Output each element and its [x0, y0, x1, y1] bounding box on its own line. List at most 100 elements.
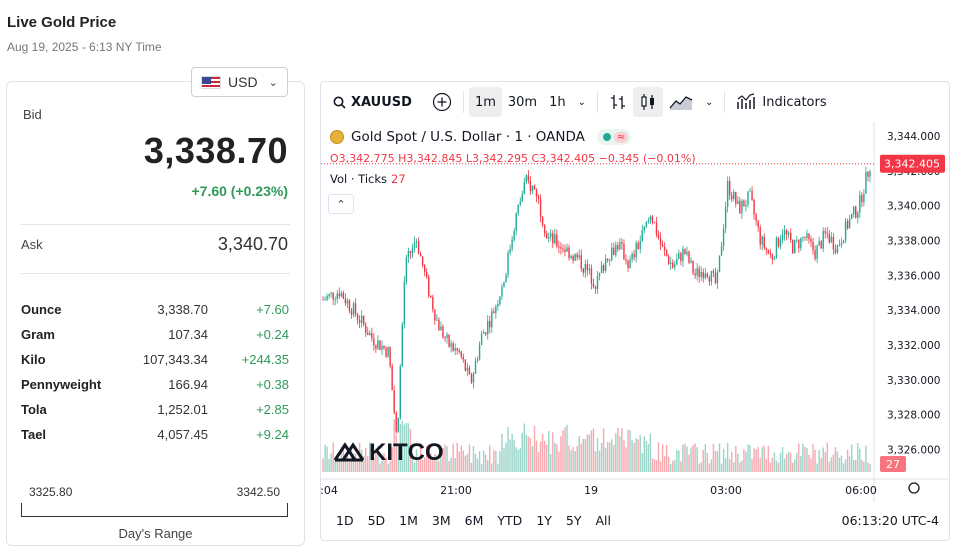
candle-body — [826, 232, 828, 235]
settings-gear-icon[interactable] — [908, 482, 920, 494]
volume-bar — [857, 442, 859, 472]
volume-bar — [832, 454, 835, 472]
candle-body — [771, 254, 774, 260]
range-button[interactable]: 3M — [431, 512, 451, 528]
price-chart[interactable]: 3,344.0003,342.0003,340.0003,338.0003,33… — [321, 122, 950, 502]
volume-bar — [550, 453, 552, 472]
candle-body — [777, 237, 780, 247]
candle-body — [484, 332, 487, 335]
volume-bar — [724, 458, 727, 472]
candle-body — [558, 246, 560, 248]
indicators-button[interactable]: Indicators — [730, 87, 832, 117]
bar-style-button[interactable] — [603, 87, 633, 117]
unit-row: Tola 1,252.01 +2.85 — [21, 397, 291, 422]
volume-bar — [456, 442, 458, 472]
volume-bar — [739, 462, 741, 472]
range-button[interactable]: All — [595, 512, 612, 528]
volume-bar — [834, 447, 837, 472]
candle-body — [409, 251, 412, 253]
range-buttons: 1D 5D 1M 3M 6M YTD 1Y 5Y All — [329, 513, 618, 528]
range-button[interactable]: 1Y — [536, 512, 552, 528]
candle-body — [712, 271, 715, 273]
unit-price: 166.94 — [168, 377, 208, 392]
volume-bar — [643, 436, 645, 472]
days-range-high: 3342.50 — [236, 485, 280, 499]
volume-bar — [409, 428, 412, 472]
candles-style-button[interactable] — [633, 87, 664, 117]
candle-body — [326, 296, 328, 300]
unit-row: Gram 107.34 +0.24 — [21, 322, 291, 347]
volume-bar — [850, 444, 853, 472]
volume-bar — [401, 420, 404, 472]
range-button[interactable]: 5D — [367, 512, 386, 528]
volume-bar — [458, 451, 460, 472]
candle-body — [651, 216, 654, 223]
candle-body — [796, 240, 798, 241]
volume-bar — [428, 444, 430, 472]
interval-button[interactable]: 1h — [549, 94, 566, 110]
volume-bar — [464, 455, 467, 472]
candle-body — [702, 271, 704, 278]
volume-bar — [800, 455, 802, 472]
ask-value: 3,340.70 — [217, 234, 288, 254]
candle-body — [613, 247, 615, 255]
candles-icon — [641, 94, 655, 110]
volume-bar — [617, 427, 619, 472]
volume-bar — [818, 449, 820, 472]
volume-bar — [690, 447, 692, 472]
kitco-logo: KITCO — [333, 439, 444, 466]
candle-body — [450, 343, 452, 347]
interval-dropdown[interactable]: ⌄ — [572, 87, 592, 117]
page-title: Live Gold Price — [7, 14, 117, 31]
interval-button[interactable]: 30m — [507, 94, 538, 110]
candle-body — [617, 245, 619, 250]
compare-button[interactable] — [426, 87, 458, 117]
candle-body — [426, 271, 428, 277]
volume-bar — [759, 458, 761, 472]
volume-bar — [415, 449, 418, 472]
volume-bar — [820, 458, 822, 472]
volume-bar — [432, 456, 434, 472]
chart-type-dropdown[interactable]: ⌄ — [699, 87, 719, 117]
range-button[interactable]: 6M — [464, 512, 484, 528]
chart-widget[interactable]: XAUUSD 1m 30m 1h ⌄ ⌄ Indicators 3,344.000 3… — [320, 81, 950, 541]
candle-body — [350, 310, 353, 315]
volume-bar — [867, 462, 869, 472]
chart-toolbar: XAUUSD 1m 30m 1h ⌄ ⌄ Indicators — [321, 82, 949, 122]
volume-bar — [539, 441, 542, 472]
candle-body — [342, 292, 345, 299]
unit-change: +7.60 — [256, 302, 289, 317]
candle-body — [348, 300, 351, 311]
volume-bar — [411, 452, 414, 472]
volume-bar — [663, 456, 666, 472]
candle-body — [491, 311, 493, 328]
legend-collapse-button[interactable]: ⌃ — [328, 194, 354, 214]
volume-bar — [647, 444, 650, 472]
area-style-button[interactable] — [663, 87, 699, 117]
range-bar: 1D 5D 1M 3M 6M YTD 1Y 5Y All 06:13:20 UTC-4 — [321, 506, 949, 534]
candle-body — [865, 172, 867, 194]
range-button[interactable]: 5Y — [565, 512, 582, 528]
range-button[interactable]: 1D — [336, 512, 354, 528]
volume-bar — [714, 450, 717, 472]
candle-body — [676, 259, 678, 265]
unit-name: Ounce — [21, 302, 62, 317]
candle-body — [639, 241, 641, 249]
candle-body — [377, 340, 379, 349]
currency-select[interactable]: USD ⌄ — [191, 67, 288, 97]
symbol-search[interactable]: XAUUSD — [327, 87, 418, 117]
candle-body — [678, 253, 680, 260]
volume-legend: Vol · Ticks 27 — [330, 172, 406, 186]
range-button[interactable]: 1M — [399, 512, 418, 528]
volume-bar — [403, 424, 406, 472]
range-button[interactable]: YTD — [497, 512, 523, 528]
volume-bar — [326, 446, 328, 472]
volume-bar — [417, 459, 420, 472]
volume-bar — [556, 443, 558, 472]
volume-bar — [680, 461, 682, 472]
volume-bar — [840, 455, 843, 472]
interval-button[interactable]: 1m — [468, 87, 502, 117]
candle-body — [505, 274, 507, 283]
volume-bar — [552, 432, 554, 472]
chevron-down-icon: ⌄ — [268, 76, 278, 89]
